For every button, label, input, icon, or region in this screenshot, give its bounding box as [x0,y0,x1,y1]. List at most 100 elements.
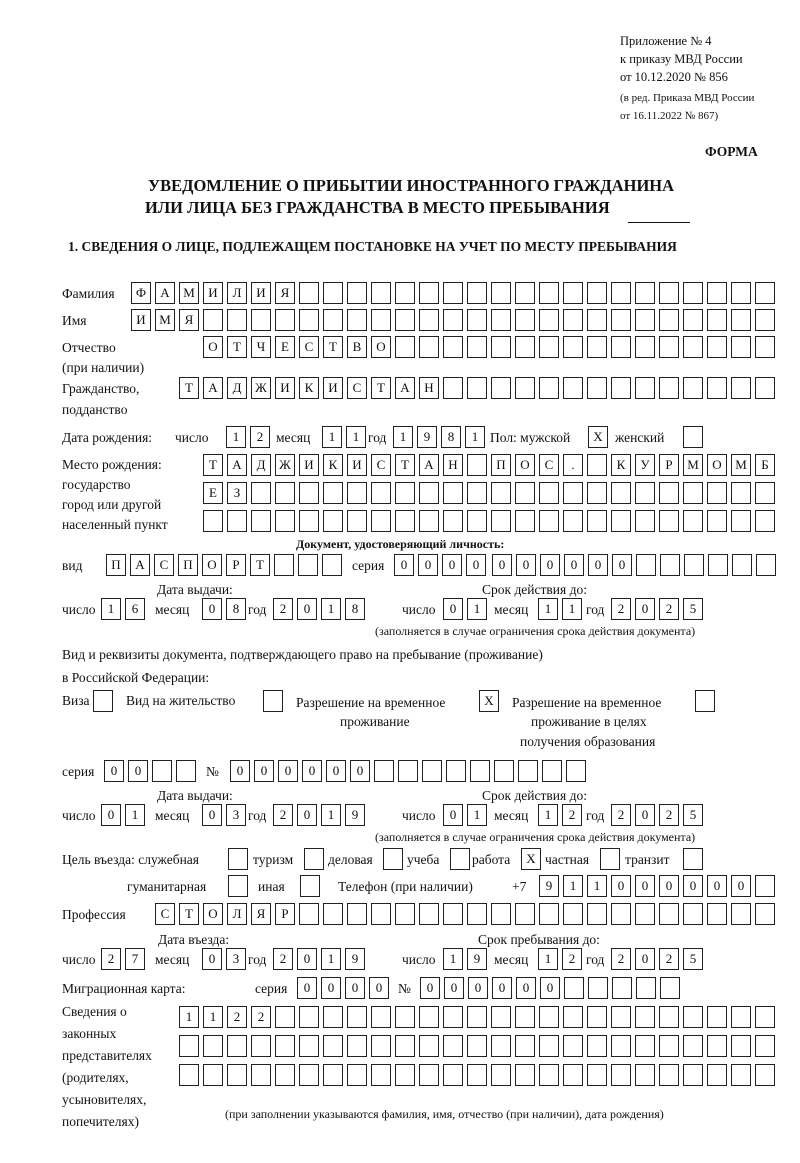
patronymic-field-cell[interactable] [755,336,775,358]
name-field-cell[interactable] [419,309,439,331]
reps-line1-field-cell[interactable] [755,1006,775,1028]
surname-field-cell[interactable] [587,282,607,304]
profession-field-cell[interactable] [611,903,631,925]
migration-number-field-cell[interactable] [660,977,680,999]
birthplace-line3-field-cell[interactable] [419,510,439,532]
doc-issue-day-field-cell[interactable]: 1 [101,598,121,620]
phone-field-cell[interactable]: 0 [707,875,727,897]
until-month-field-cell[interactable]: 1 [538,948,558,970]
reps-line2-field-cell[interactable] [179,1035,199,1057]
migration-number-field-cell[interactable]: 0 [492,977,512,999]
surname-field-cell[interactable] [659,282,679,304]
migration-series-field-cell[interactable]: 0 [369,977,389,999]
birthplace-line3-field-cell[interactable] [443,510,463,532]
birthplace-line3-field-cell[interactable] [227,510,247,532]
reps-line3-field-cell[interactable] [443,1064,463,1086]
birthplace-line1-field-cell[interactable]: С [371,454,391,476]
reps-line2-field-cell[interactable] [227,1035,247,1057]
reps-line2-field-cell[interactable] [491,1035,511,1057]
birthplace-line3-field-cell[interactable] [683,510,703,532]
doc-number-field-cell[interactable]: 0 [612,554,632,576]
surname-field-cell[interactable]: Л [227,282,247,304]
doc-series-field-cell[interactable]: 0 [442,554,462,576]
name-field-cell[interactable] [539,309,559,331]
birthplace-line1-field-cell[interactable]: Т [203,454,223,476]
doc-type-field-cell[interactable] [274,554,294,576]
surname-field-cell[interactable]: И [251,282,271,304]
until-day-field-cell[interactable]: 9 [467,948,487,970]
birthplace-line2-field-cell[interactable] [467,482,487,504]
birthplace-line1-field-cell[interactable]: . [563,454,583,476]
profession-field-cell[interactable] [347,903,367,925]
reps-line3-field-cell[interactable] [323,1064,343,1086]
doc-type-field-cell[interactable] [322,554,342,576]
doc-number-field-cell[interactable] [756,554,776,576]
name-field-cell[interactable] [467,309,487,331]
reps-line2-field-cell[interactable] [203,1035,223,1057]
reps-line2-field-cell[interactable] [419,1035,439,1057]
patronymic-field-cell[interactable]: О [203,336,223,358]
reps-line1-field-cell[interactable] [683,1006,703,1028]
name-field-cell[interactable] [707,309,727,331]
phone-field-cell[interactable]: 0 [635,875,655,897]
birthplace-line3-field-cell[interactable] [275,510,295,532]
reps-line1-field-cell[interactable]: 1 [179,1006,199,1028]
entry-year-field-cell[interactable]: 1 [321,948,341,970]
migration-number-field-cell[interactable]: 0 [516,977,536,999]
reps-line3-field-cell[interactable] [683,1064,703,1086]
stay-number-field-cell[interactable]: 0 [278,760,298,782]
reps-line1-field-cell[interactable] [707,1006,727,1028]
reps-line1-field-cell[interactable] [467,1006,487,1028]
profession-field-cell[interactable] [515,903,535,925]
name-field-cell[interactable] [203,309,223,331]
citizenship-field-cell[interactable] [731,377,751,399]
doc-valid-month-field-cell[interactable]: 1 [562,598,582,620]
reps-line3-field-cell[interactable] [539,1064,559,1086]
reps-line3-field-cell[interactable] [635,1064,655,1086]
doc-number-field-cell[interactable]: 0 [564,554,584,576]
migration-series-field-cell[interactable]: 0 [297,977,317,999]
reps-line3-field-cell[interactable] [419,1064,439,1086]
doc-valid-month-field-cell[interactable]: 1 [538,598,558,620]
name-field-cell[interactable] [635,309,655,331]
birthplace-line3-field-cell[interactable] [251,510,271,532]
surname-field-cell[interactable]: Я [275,282,295,304]
patronymic-field-cell[interactable] [539,336,559,358]
birthplace-line2-field-cell[interactable] [443,482,463,504]
purpose-study-checkbox[interactable] [450,848,470,870]
birthplace-line3-field-cell[interactable] [347,510,367,532]
doc-type-field-cell[interactable]: А [130,554,150,576]
birthplace-line2-field-cell[interactable] [587,482,607,504]
reps-line1-field-cell[interactable] [515,1006,535,1028]
birthplace-line2-field-cell[interactable] [491,482,511,504]
migration-number-field-cell[interactable]: 0 [540,977,560,999]
reps-line1-field-cell[interactable] [443,1006,463,1028]
birthplace-line2-field-cell[interactable] [563,482,583,504]
reps-line2-field-cell[interactable] [371,1035,391,1057]
birthplace-line3-field-cell[interactable] [587,510,607,532]
reps-line3-field-cell[interactable] [755,1064,775,1086]
doc-valid-day-field-cell[interactable]: 0 [443,598,463,620]
birthplace-line2-field-cell[interactable]: З [227,482,247,504]
until-year-field-cell[interactable]: 2 [659,948,679,970]
reps-line2-field-cell[interactable] [707,1035,727,1057]
birthplace-line2-field-cell[interactable] [275,482,295,504]
reps-line1-field-cell[interactable] [299,1006,319,1028]
stay-issue-year-field-cell[interactable]: 0 [297,804,317,826]
patronymic-field-cell[interactable] [419,336,439,358]
profession-field-cell[interactable] [659,903,679,925]
doc-number-field-cell[interactable]: 0 [492,554,512,576]
reps-line1-field-cell[interactable] [323,1006,343,1028]
doc-type-field-cell[interactable]: Т [250,554,270,576]
birthplace-line1-field-cell[interactable]: И [347,454,367,476]
citizenship-field-cell[interactable] [443,377,463,399]
until-year-field-cell[interactable]: 5 [683,948,703,970]
birthplace-line1-field-cell[interactable]: У [635,454,655,476]
reps-line2-field-cell[interactable] [755,1035,775,1057]
citizenship-field-cell[interactable] [683,377,703,399]
stay-number-field-cell[interactable]: 0 [254,760,274,782]
migration-number-field-cell[interactable] [636,977,656,999]
migration-series-field-cell[interactable]: 0 [345,977,365,999]
stay-number-field-cell[interactable] [422,760,442,782]
doc-number-field-cell[interactable]: 0 [540,554,560,576]
